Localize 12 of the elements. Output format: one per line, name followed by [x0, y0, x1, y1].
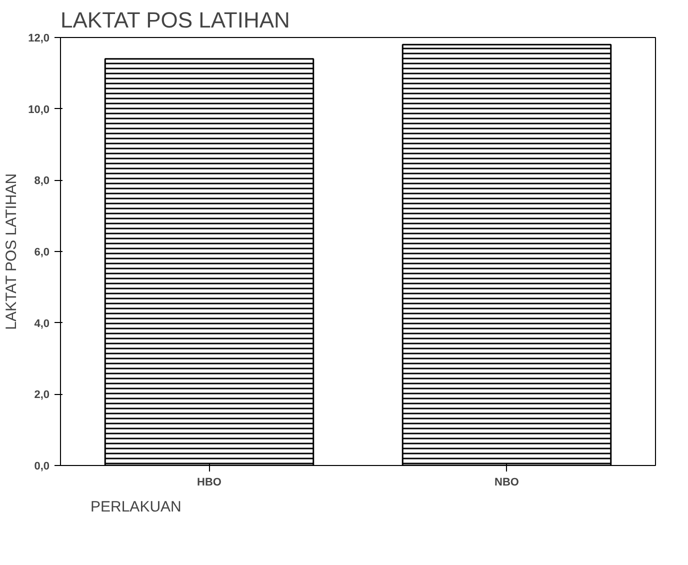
- y-tick-label: 10,0: [28, 104, 50, 116]
- y-tick-label: 12,0: [28, 32, 50, 44]
- y-tick-label: 6,0: [34, 246, 50, 258]
- y-tick-label: 2,0: [34, 389, 50, 402]
- y-tick-label: 8,0: [34, 175, 50, 188]
- x-axis-title: PERLAKUAN: [90, 498, 182, 516]
- y-tick-label: 4,0: [34, 318, 50, 330]
- y-tick-label: 0,0: [34, 460, 50, 472]
- x-tick-label: HBO: [197, 476, 222, 488]
- y-axis-title: LAKTAT POS LATIHAN: [3, 173, 20, 330]
- chart-title: LAKTAT POS LATIHAN: [60, 8, 290, 32]
- x-tick-label: NBO: [494, 476, 520, 488]
